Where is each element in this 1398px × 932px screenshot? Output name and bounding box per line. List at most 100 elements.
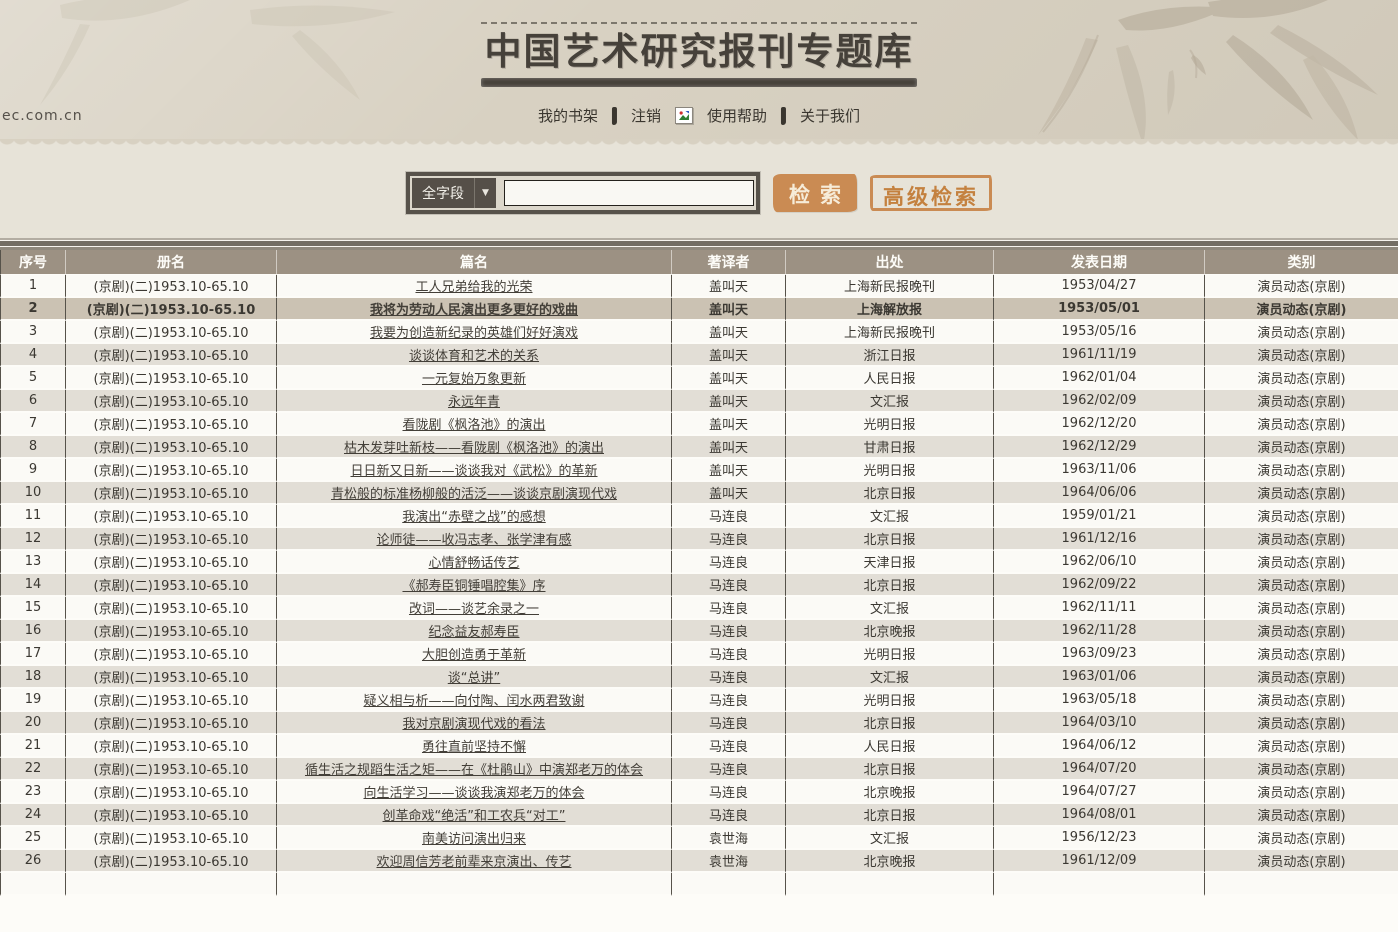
volume-cell: (京剧)(二)1953.10-65.10: [66, 413, 277, 436]
table-row: 11 (京剧)(二)1953.10-65.10 我演出“赤壁之战”的感想 马连良…: [0, 505, 1398, 528]
title-cell: 南美访问演出归来: [277, 827, 672, 850]
search-button[interactable]: 检索: [773, 174, 857, 212]
table-row: 5 (京剧)(二)1953.10-65.10 一元复始万象更新 盖叫天 人民日报…: [0, 367, 1398, 390]
title-cell: 《郝寿臣铜锤唱腔集》序: [277, 574, 672, 597]
author-cell: 盖叫天: [672, 459, 786, 482]
table-row: 20 (京剧)(二)1953.10-65.10 我对京剧演现代戏的看法 马连良 …: [0, 712, 1398, 735]
date-cell: 1953/05/16: [994, 321, 1205, 344]
article-title-link[interactable]: 纪念益友郝寿臣: [428, 625, 520, 640]
source-cell: 文汇报: [786, 827, 994, 850]
volume-cell: (京剧)(二)1953.10-65.10: [66, 827, 277, 850]
table-top-border: [0, 238, 1398, 250]
table-row: 25 (京剧)(二)1953.10-65.10 南美访问演出归来 袁世海 文汇报…: [0, 827, 1398, 850]
volume-cell: (京剧)(二)1953.10-65.10: [66, 643, 277, 666]
advanced-search-button[interactable]: 高级检索: [870, 175, 992, 211]
source-cell: [786, 873, 994, 896]
article-title-link[interactable]: 我演出“赤壁之战”的感想: [402, 510, 546, 525]
article-title-link[interactable]: 日日新又日新——谈谈我对《武松》的革新: [350, 464, 598, 479]
date-cell: 1961/12/09: [994, 850, 1205, 873]
source-cell: 甘肃日报: [786, 436, 994, 459]
banner: ec.com.cn 中国艺术研究报刊专题库 我的书架 注销 使用帮助 关于我们: [0, 0, 1398, 148]
row-number-cell: 7: [0, 413, 66, 436]
article-title-link[interactable]: 创革命戏“绝活”和工农兵“对工”: [382, 809, 566, 824]
volume-cell: (京剧)(二)1953.10-65.10: [66, 390, 277, 413]
category-cell: 演员动态(京剧): [1205, 482, 1398, 505]
nav-separator: [781, 106, 787, 125]
article-title-link[interactable]: 大胆创造勇于革新: [421, 648, 526, 663]
table-row: 1 (京剧)(二)1953.10-65.10 工人兄弟给我的光荣 盖叫天 上海新…: [0, 275, 1398, 298]
title-cell: 枯木发芽吐新枝——看陇剧《枫洛池》的演出: [277, 436, 672, 459]
date-cell: 1963/09/23: [994, 643, 1205, 666]
article-title-link[interactable]: 勇往直前坚持不懈: [421, 740, 526, 755]
row-number-cell: 5: [0, 367, 66, 390]
article-title-link[interactable]: 我将为劳动人民演出更多更好的戏曲: [369, 303, 578, 318]
article-title-link[interactable]: 一元复始万象更新: [421, 372, 526, 387]
volume-cell: (京剧)(二)1953.10-65.10: [66, 574, 277, 597]
title-block: 中国艺术研究报刊专题库: [481, 22, 917, 87]
row-number-cell: [0, 873, 66, 896]
search-group: 全字段 ▼: [406, 172, 760, 214]
article-title-link[interactable]: 心情舒畅话传艺: [428, 556, 520, 571]
volume-cell: (京剧)(二)1953.10-65.10: [66, 689, 277, 712]
author-cell: 袁世海: [672, 850, 786, 873]
article-title-link[interactable]: 谈谈体育和艺术的关系: [408, 349, 539, 364]
row-number-cell: 20: [0, 712, 66, 735]
title-cell: 工人兄弟给我的光荣: [277, 275, 672, 298]
date-cell: 1962/11/28: [994, 620, 1205, 643]
article-title-link[interactable]: 欢迎周信芳老前辈来京演出、传艺: [376, 855, 572, 870]
row-number-cell: 25: [0, 827, 66, 850]
article-title-link[interactable]: 循生活之规蹈生活之矩——在《杜鹃山》中演郑老万的体会: [304, 763, 643, 778]
date-cell: [994, 873, 1205, 896]
row-number-cell: 19: [0, 689, 66, 712]
volume-cell: [66, 873, 277, 896]
source-cell: 北京日报: [786, 574, 994, 597]
article-title-link[interactable]: 枯木发芽吐新枝——看陇剧《枫洛池》的演出: [343, 441, 604, 456]
source-cell: 光明日报: [786, 689, 994, 712]
search-input[interactable]: [504, 180, 754, 206]
title-cell: [277, 873, 672, 896]
table-row: 22 (京剧)(二)1953.10-65.10 循生活之规蹈生活之矩——在《杜鹃…: [0, 758, 1398, 781]
title-cell: 我演出“赤壁之战”的感想: [277, 505, 672, 528]
title-cell: 论师徒——收冯志孝、张学津有感: [277, 528, 672, 551]
table-row-partial: [0, 873, 1398, 896]
article-title-link[interactable]: 《郝寿臣铜锤唱腔集》序: [402, 579, 546, 594]
row-number-cell: 9: [0, 459, 66, 482]
nav-help-link[interactable]: 使用帮助: [707, 107, 768, 125]
source-cell: 北京日报: [786, 804, 994, 827]
search-field-select[interactable]: 全字段 ▼: [412, 178, 496, 208]
category-cell: 演员动态(京剧): [1205, 367, 1398, 390]
title-cell: 青松般的标准杨柳般的活泛——谈谈京剧演现代戏: [277, 482, 672, 505]
article-title-link[interactable]: 工人兄弟给我的光荣: [415, 280, 533, 295]
nav-about-link[interactable]: 关于我们: [800, 107, 861, 125]
article-title-link[interactable]: 向生活学习——谈谈我演郑老万的体会: [363, 786, 585, 801]
source-cell: 北京日报: [786, 482, 994, 505]
author-cell: 盖叫天: [672, 344, 786, 367]
source-cell: 天津日报: [786, 551, 994, 574]
article-title-link[interactable]: 谈“总讲”: [447, 671, 501, 686]
chevron-down-icon[interactable]: ▼: [474, 178, 496, 208]
date-cell: 1963/01/06: [994, 666, 1205, 689]
title-cell: 我将为劳动人民演出更多更好的戏曲: [277, 298, 672, 321]
nav-bookshelf-link[interactable]: 我的书架: [537, 107, 598, 125]
article-title-link[interactable]: 改词——谈艺余录之一: [408, 602, 539, 617]
article-title-link[interactable]: 南美访问演出归来: [421, 832, 526, 847]
article-title-link[interactable]: 青松般的标准杨柳般的活泛——谈谈京剧演现代戏: [330, 487, 617, 502]
author-cell: 盖叫天: [672, 367, 786, 390]
author-cell: 盖叫天: [672, 413, 786, 436]
title-cell: 改词——谈艺余录之一: [277, 597, 672, 620]
category-cell: 演员动态(京剧): [1205, 298, 1398, 321]
title-cell: 创革命戏“绝活”和工农兵“对工”: [277, 804, 672, 827]
article-title-link[interactable]: 疑义相与析——向付陶、闰水两君致谢: [363, 694, 585, 709]
title-cell: 我对京剧演现代戏的看法: [277, 712, 672, 735]
article-title-link[interactable]: 看陇剧《枫洛池》的演出: [402, 418, 546, 433]
article-title-link[interactable]: 我要为创造新纪录的英雄们好好演戏: [369, 326, 578, 341]
volume-cell: (京剧)(二)1953.10-65.10: [66, 758, 277, 781]
article-title-link[interactable]: 论师徒——收冯志孝、张学津有感: [376, 533, 572, 548]
source-cell: 文汇报: [786, 505, 994, 528]
nav-logout-link[interactable]: 注销: [630, 107, 661, 125]
article-title-link[interactable]: 永远年青: [447, 395, 500, 410]
article-title-link[interactable]: 我对京剧演现代戏的看法: [402, 717, 546, 732]
title-cell: 大胆创造勇于革新: [277, 643, 672, 666]
row-number-cell: 22: [0, 758, 66, 781]
category-cell: 演员动态(京剧): [1205, 505, 1398, 528]
